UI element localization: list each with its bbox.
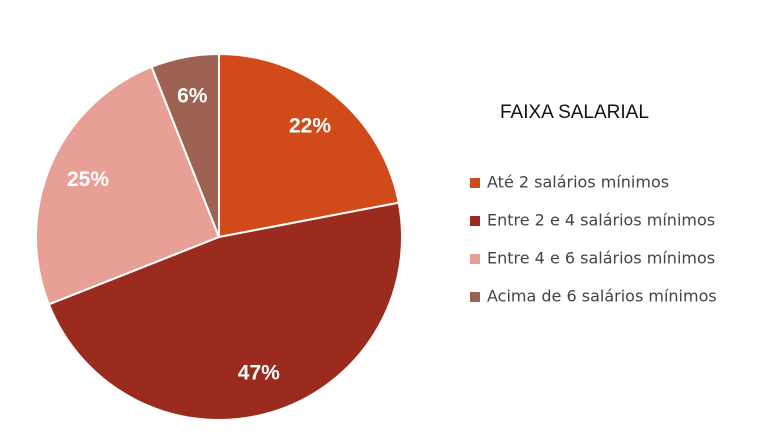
legend-label: Até 2 salários mínimos [487,173,669,192]
legend-title: FAIXA SALARIAL [500,102,649,123]
value-label: 22% [289,115,331,138]
legend-marker [470,216,480,226]
legend-label: Entre 2 e 4 salários mínimos [487,211,715,230]
value-label: 6% [177,84,208,107]
pie-slice [218,52,400,239]
legend-marker [470,254,480,264]
value-label: 47% [238,362,280,385]
legend-label: Entre 4 e 6 salários mínimos [487,249,715,268]
pie-slice [47,201,403,421]
legend-marker [470,292,480,302]
legend-marker [470,178,480,188]
pie-slice [35,65,221,306]
legend-label: Acima de 6 salários mínimos [487,287,717,306]
value-label: 25% [67,168,109,191]
pie-slice [150,52,220,238]
